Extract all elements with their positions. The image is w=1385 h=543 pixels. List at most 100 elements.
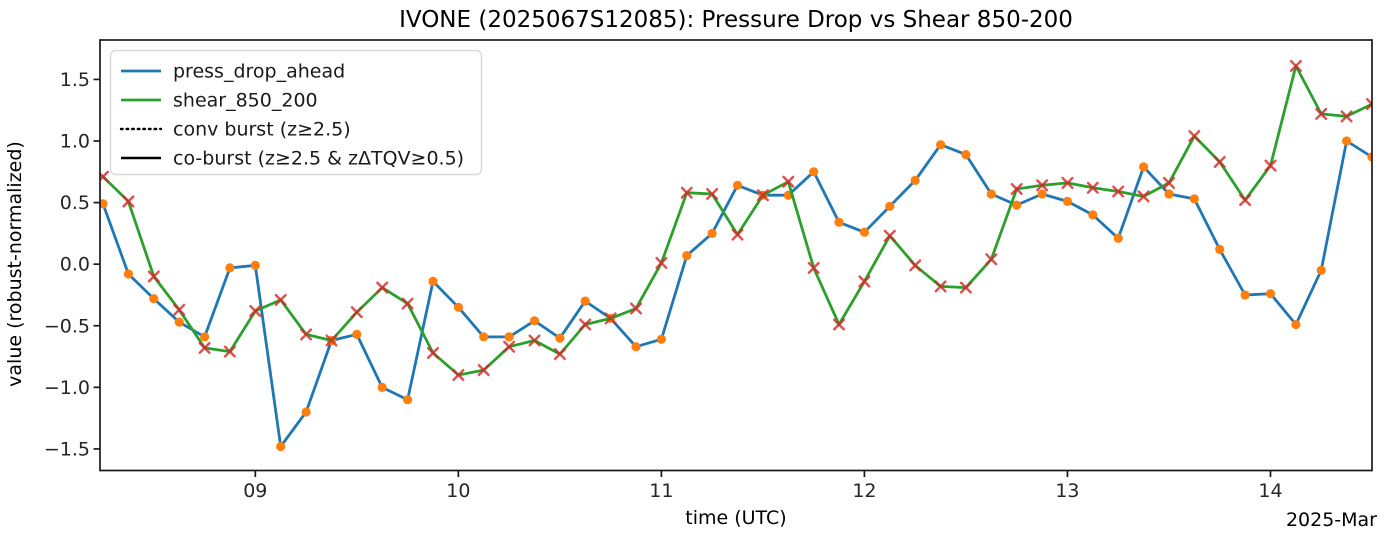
y-tick-label: −0.5 — [44, 315, 90, 337]
x-tick-label: 13 — [1055, 480, 1079, 502]
legend-label: co-burst (z≥2.5 & zΔTQV≥0.5) — [173, 148, 464, 170]
data-point-marker — [1240, 290, 1250, 300]
data-point-marker — [1062, 196, 1073, 206]
data-point-marker — [883, 229, 896, 242]
data-point-marker — [477, 364, 490, 377]
data-point-marker — [961, 150, 971, 160]
data-point-marker — [1365, 98, 1372, 111]
data-point-marker — [885, 201, 895, 211]
data-point-marker — [250, 260, 260, 270]
data-point-marker — [1137, 190, 1150, 203]
data-point-marker — [100, 170, 110, 183]
data-point-marker — [426, 346, 440, 359]
data-point-marker — [1139, 162, 1149, 172]
data-point-marker — [1086, 181, 1099, 194]
data-point-marker — [680, 186, 693, 199]
data-point-marker — [274, 293, 287, 306]
data-point-marker — [1010, 182, 1023, 196]
data-point-marker — [1291, 319, 1301, 330]
legend-label: press_drop_ahead — [173, 61, 345, 83]
data-point-marker — [1316, 265, 1326, 275]
data-point-marker — [200, 332, 210, 342]
data-point-marker — [934, 280, 947, 293]
data-point-marker — [985, 253, 998, 266]
x-tick-label: 12 — [852, 480, 876, 502]
data-point-marker — [858, 275, 871, 288]
x-tick-label: 11 — [649, 480, 673, 502]
x-axis: 09 10 11 12 13 14 — [243, 470, 1283, 502]
data-point-marker — [198, 341, 211, 354]
data-point-marker — [122, 195, 135, 208]
data-point-marker — [377, 382, 387, 392]
data-point-marker — [428, 276, 438, 286]
data-point-marker — [1367, 152, 1372, 162]
x-tick-label: 09 — [243, 480, 267, 502]
series-markers-press_drop_ahead — [100, 136, 1372, 452]
y-tick-label: 1.0 — [60, 131, 90, 153]
data-point-marker — [553, 348, 566, 361]
data-point-marker — [149, 294, 159, 304]
data-point-marker — [479, 332, 489, 342]
data-point-marker — [147, 270, 160, 283]
data-point-marker — [1342, 136, 1352, 146]
data-point-marker — [782, 175, 795, 188]
plot-border — [99, 39, 1373, 472]
data-point-marker — [629, 302, 643, 315]
data-point-marker — [959, 281, 972, 294]
data-point-marker — [249, 304, 262, 318]
data-point-marker — [352, 329, 362, 339]
data-point-marker — [350, 306, 363, 319]
x-axis-period-label: 2025-Mar — [1286, 509, 1377, 531]
data-point-marker — [910, 175, 920, 185]
legend-box — [109, 49, 483, 176]
data-point-marker — [403, 395, 413, 405]
data-point-marker — [656, 334, 667, 344]
data-point-marker — [604, 312, 617, 325]
x-tick-label: 14 — [1258, 480, 1282, 502]
data-point-marker — [1164, 189, 1174, 199]
data-point-marker — [809, 167, 819, 177]
data-point-marker — [276, 441, 286, 452]
data-point-marker — [1188, 130, 1201, 143]
y-tick-label: 0.0 — [60, 254, 90, 276]
data-point-marker — [707, 228, 717, 238]
data-point-marker — [1061, 176, 1074, 189]
y-tick-label: −1.5 — [44, 438, 90, 460]
data-point-marker — [859, 227, 870, 237]
data-point-marker — [834, 217, 844, 227]
data-point-marker — [936, 140, 946, 150]
series-group — [100, 59, 1372, 452]
data-point-marker — [579, 318, 592, 331]
data-point-marker — [1113, 233, 1123, 243]
data-point-marker — [1289, 59, 1302, 72]
data-point-marker — [631, 342, 641, 352]
data-point-marker — [986, 189, 996, 199]
data-point-marker — [555, 333, 565, 343]
y-tick-label: 1.5 — [60, 69, 90, 91]
series-markers-shear_850_200 — [100, 59, 1372, 382]
data-point-marker — [1340, 110, 1353, 123]
data-point-marker — [123, 269, 133, 279]
data-point-marker — [1215, 244, 1225, 254]
data-point-marker — [401, 297, 414, 310]
legend-label: conv burst (z≥2.5) — [173, 119, 351, 141]
y-tick-label: −1.0 — [44, 377, 90, 399]
data-point-marker — [300, 328, 313, 341]
data-point-marker — [731, 228, 744, 241]
data-point-marker — [1265, 289, 1276, 299]
data-point-marker — [1088, 210, 1098, 220]
data-point-marker — [706, 187, 719, 201]
y-tick-label: 0.5 — [60, 192, 90, 214]
data-point-marker — [732, 180, 743, 190]
data-point-marker — [504, 332, 514, 342]
data-point-marker — [376, 281, 389, 294]
chart-title: IVONE (2025067S12085): Pressure Drop vs … — [399, 7, 1073, 33]
data-point-marker — [223, 345, 236, 358]
data-point-marker — [453, 302, 463, 312]
data-point-marker — [1112, 185, 1125, 198]
data-point-marker — [1036, 179, 1049, 192]
x-tick-label: 10 — [446, 480, 470, 502]
